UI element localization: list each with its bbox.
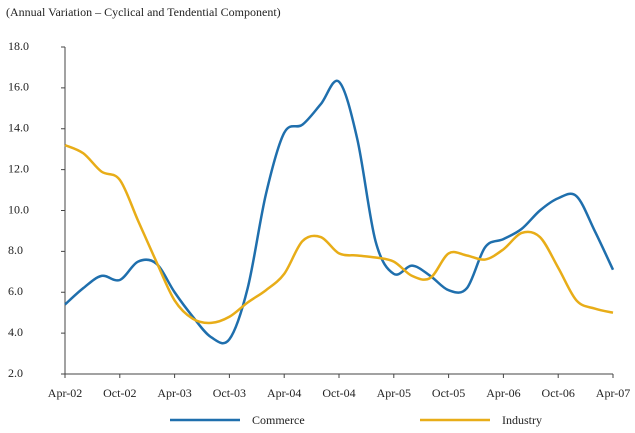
x-tick-label: Oct-05 (432, 386, 465, 400)
x-tick-label: Apr-02 (48, 386, 82, 400)
x-tick-label: Apr-07 (596, 386, 630, 400)
y-tick-label: 8.0 (8, 243, 23, 257)
x-tick-label: Apr-03 (157, 386, 191, 400)
legend-label: Industry (502, 413, 542, 427)
y-tick-label: 14.0 (8, 121, 29, 135)
x-tick-label: Apr-05 (377, 386, 411, 400)
series-line (64, 79, 615, 345)
x-tick-label: Oct-06 (542, 386, 575, 400)
x-tick-label: Oct-03 (213, 386, 246, 400)
y-tick-label: 6.0 (8, 284, 23, 298)
x-tick-label: Apr-04 (267, 386, 301, 400)
y-tick-label: 18.0 (8, 39, 29, 53)
x-tick-label: Apr-06 (486, 386, 520, 400)
series-line (64, 143, 614, 325)
y-tick-label: 2.0 (8, 366, 23, 380)
y-tick-label: 16.0 (8, 80, 29, 94)
legend-label: Commerce (252, 413, 305, 427)
chart-subtitle: (Annual Variation – Cyclical and Tendent… (6, 5, 281, 19)
y-tick-label: 12.0 (8, 161, 29, 175)
y-tick-label: 10.0 (8, 202, 29, 216)
x-tick-label: Oct-04 (322, 386, 355, 400)
x-tick-label: Oct-02 (103, 386, 136, 400)
y-tick-label: 4.0 (8, 325, 23, 339)
